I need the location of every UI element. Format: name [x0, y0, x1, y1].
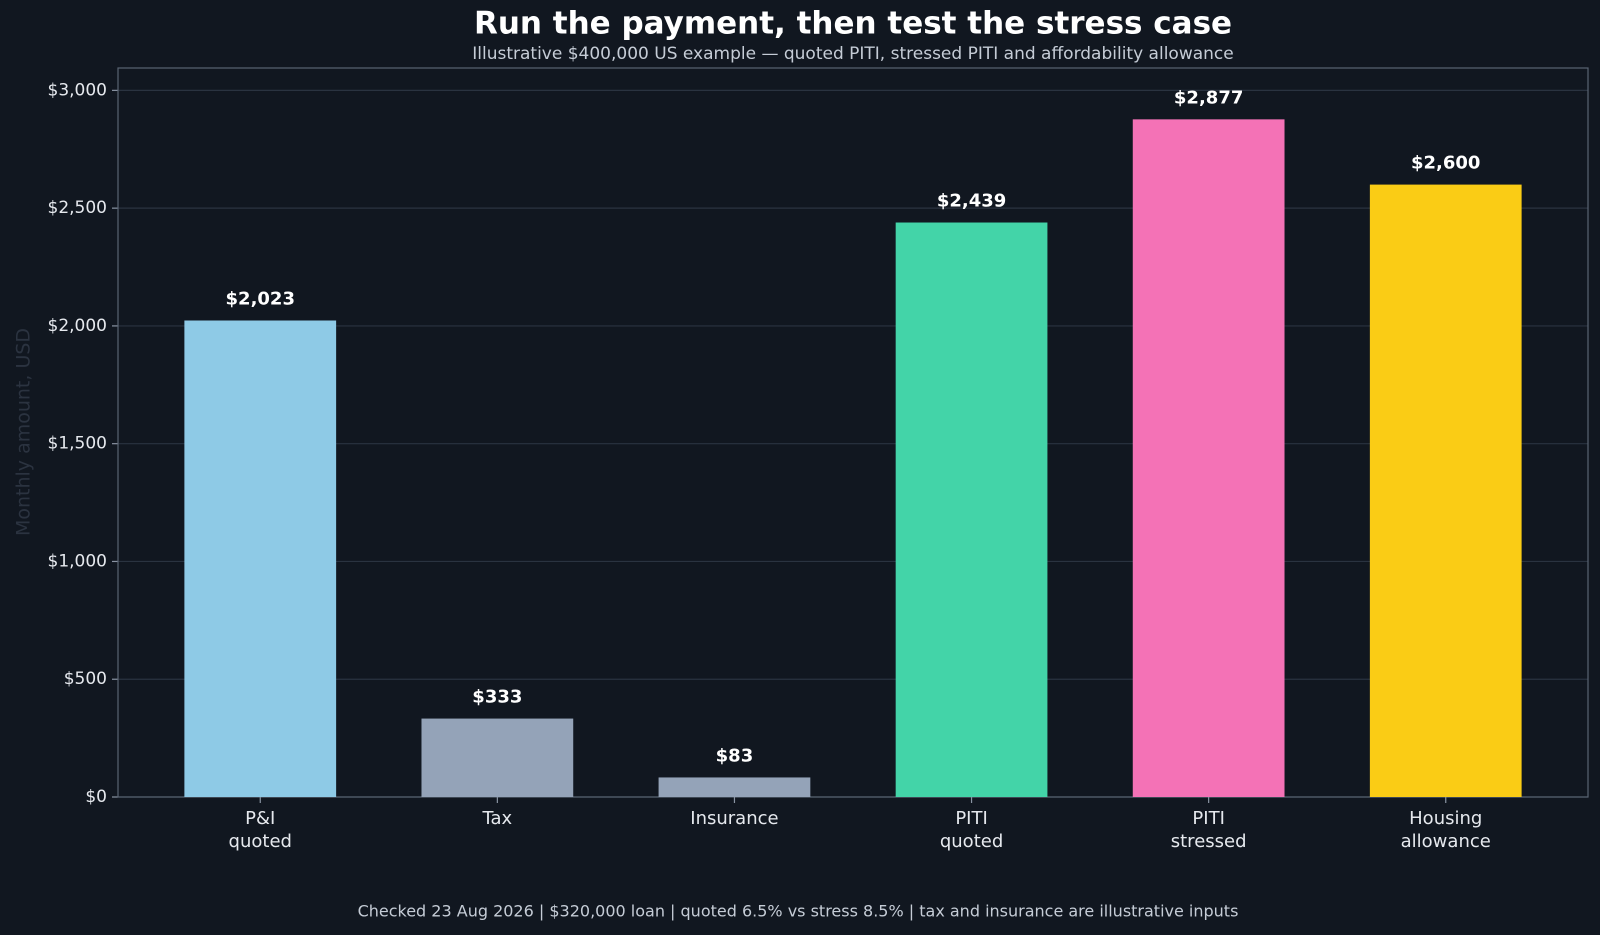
value-label: $2,600: [1411, 153, 1480, 174]
y-tick-label: $1,000: [48, 551, 107, 571]
y-tick-label: $2,500: [48, 198, 107, 218]
value-label: $2,439: [937, 191, 1006, 212]
x-tick-label: Insurance: [690, 808, 778, 829]
bar: [1369, 184, 1522, 797]
x-tick-label: Tax: [482, 808, 513, 829]
bar: [184, 320, 337, 797]
x-tick-label: PITI stressed: [1171, 808, 1247, 852]
value-label: $2,877: [1174, 87, 1243, 108]
y-axis-label: Monthly amount, USD: [13, 328, 35, 536]
x-tick-label: PITI quoted: [940, 808, 1003, 852]
x-tick-label: P&I quoted: [229, 808, 292, 852]
value-label: $83: [716, 745, 754, 766]
bar: [421, 718, 574, 797]
footer-note: Checked 23 Aug 2026 | $320,000 loan | qu…: [358, 902, 1239, 921]
y-tick-label: $2,000: [48, 316, 107, 336]
value-label: $2,023: [226, 289, 295, 310]
y-tick-label: $1,500: [48, 434, 107, 454]
plot-frame: [117, 67, 1589, 798]
y-tick-label: $3,000: [48, 80, 107, 100]
x-tick-label: Housing allowance: [1401, 808, 1491, 852]
chart-subtitle: Illustrative $400,000 US example — quote…: [472, 44, 1233, 64]
bar: [1132, 119, 1285, 798]
bar: [895, 222, 1048, 798]
y-tick-label: $0: [85, 787, 107, 807]
bar: [658, 777, 811, 797]
y-tick-label: $500: [64, 669, 107, 689]
value-label: $333: [472, 687, 522, 708]
chart-title: Run the payment, then test the stress ca…: [474, 6, 1232, 42]
